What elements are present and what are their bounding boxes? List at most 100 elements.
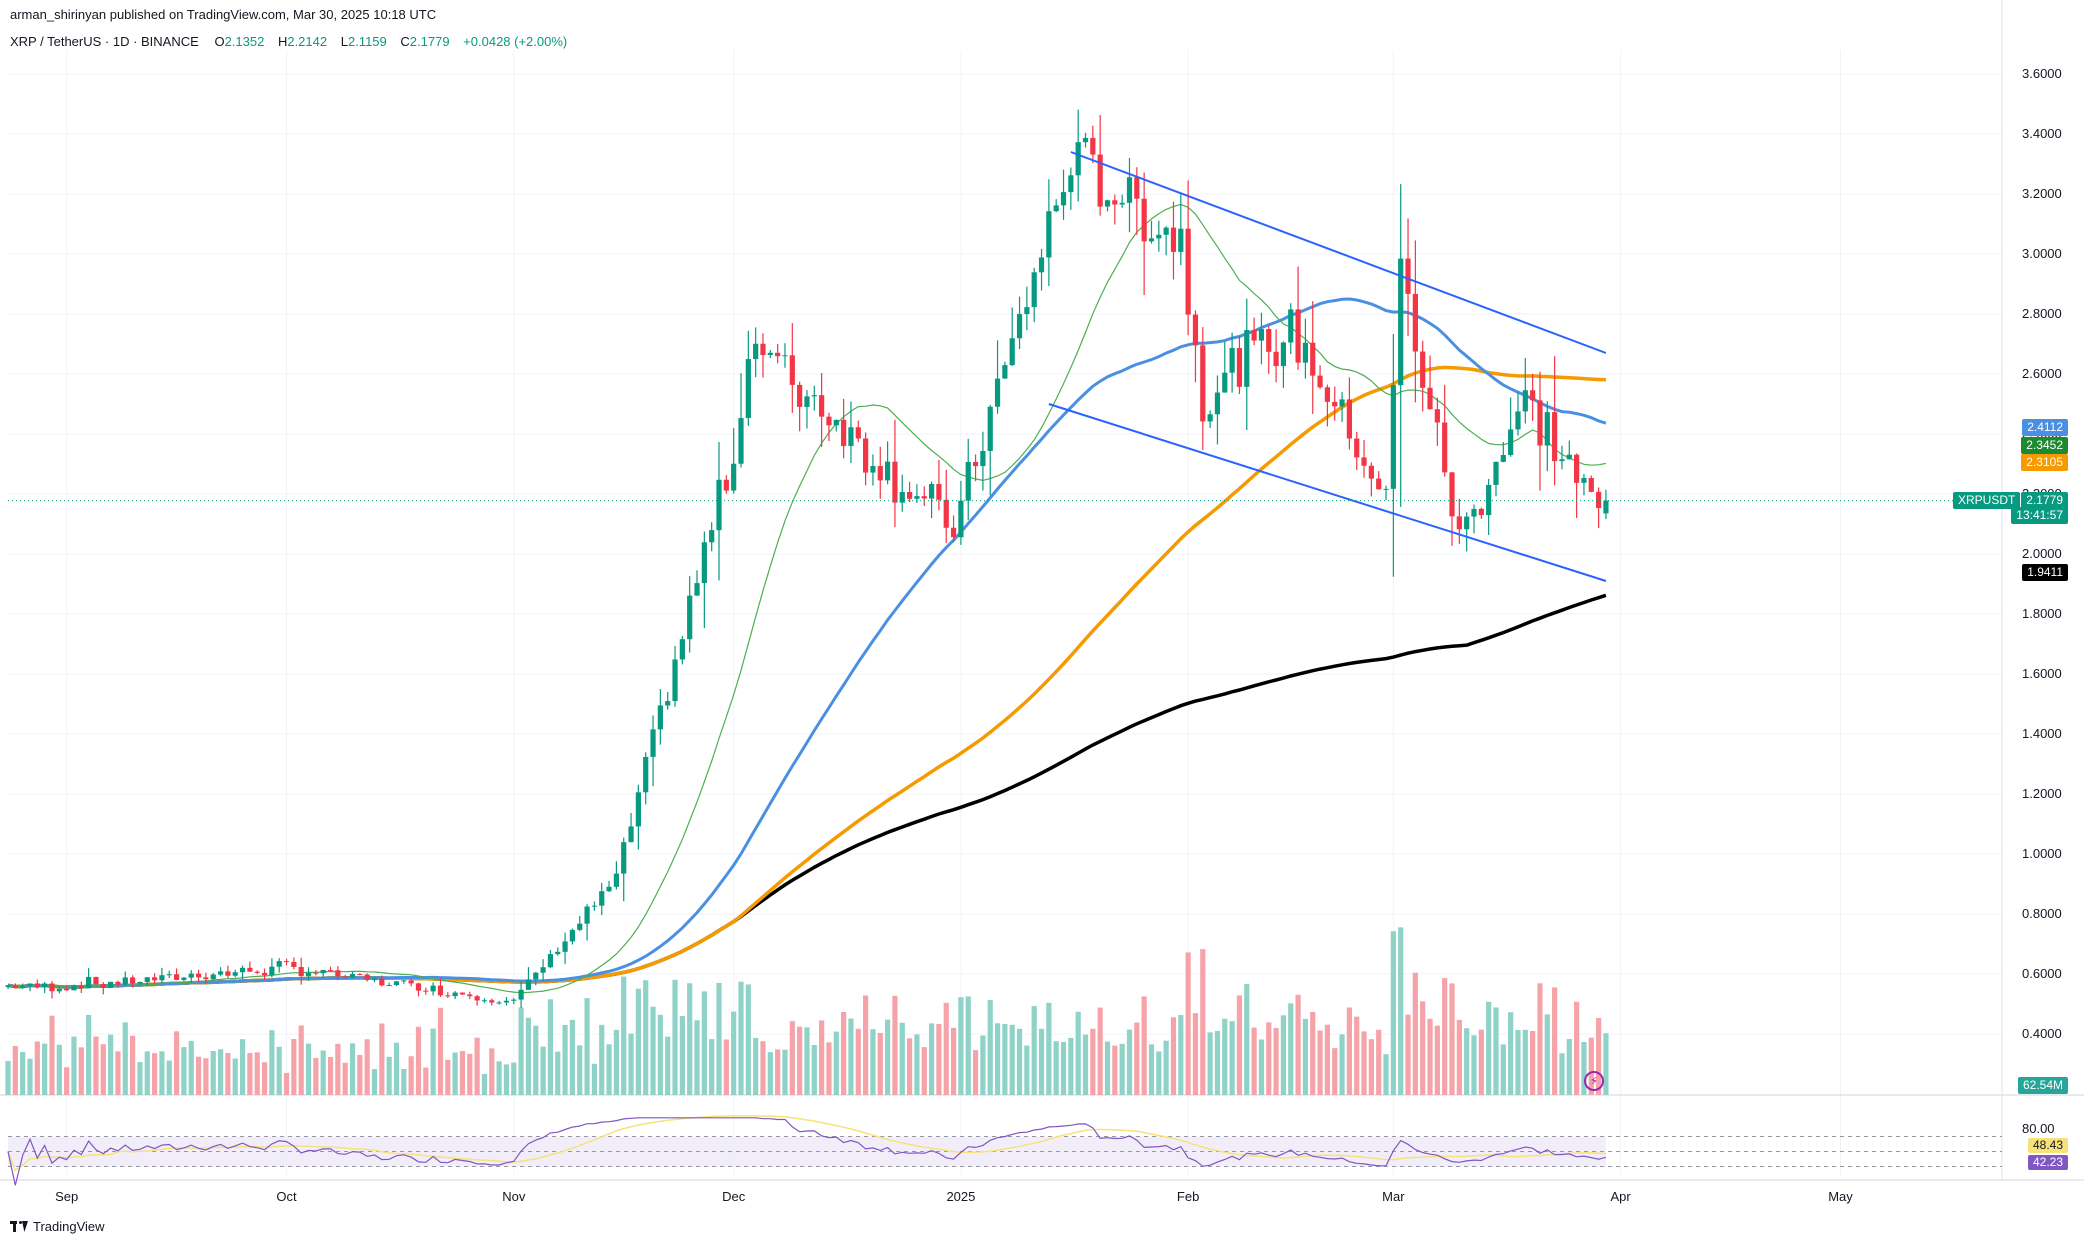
- volume-bar: [723, 1039, 729, 1095]
- volume-bar: [401, 1068, 407, 1095]
- candle-body: [1500, 455, 1506, 462]
- volume-bar: [1508, 1012, 1514, 1095]
- volume-bar: [1522, 1029, 1528, 1095]
- candle-body: [555, 951, 561, 955]
- candle-body: [518, 989, 524, 1000]
- candle-body: [401, 980, 407, 982]
- volume-bar: [64, 1067, 70, 1095]
- volume-bar: [49, 1015, 55, 1095]
- price-tick-label: 2.6000: [2022, 366, 2062, 381]
- symbol-name[interactable]: XRP / TetherUS · 1D · BINANCE: [10, 34, 199, 49]
- volume-bar: [577, 1045, 583, 1095]
- volume-bar: [1229, 1021, 1235, 1095]
- candle-body: [1119, 202, 1125, 205]
- candle-body: [1515, 411, 1521, 430]
- candle-body: [108, 981, 114, 988]
- volume-bar: [1024, 1045, 1030, 1095]
- volume-bar: [298, 1025, 304, 1095]
- candle-body: [1038, 257, 1045, 273]
- volume-bar: [511, 1062, 517, 1095]
- candle-body: [1185, 228, 1191, 315]
- candle-body: [415, 983, 422, 991]
- candle-body: [20, 985, 26, 988]
- candle-body: [86, 976, 92, 989]
- volume-bar: [188, 1040, 194, 1095]
- time-tick-label: Apr: [1610, 1189, 1631, 1204]
- candle-body: [1207, 414, 1213, 422]
- candle-body: [709, 530, 715, 543]
- publisher-line: arman_shirinyan published on TradingView…: [10, 7, 437, 22]
- price-tick-label: 2.8000: [2022, 306, 2062, 321]
- candle-body: [137, 982, 143, 984]
- candle-body: [342, 976, 348, 978]
- candle-body: [1031, 272, 1037, 308]
- volume-bar: [1288, 1003, 1294, 1095]
- volume-bar: [1104, 1041, 1111, 1095]
- ma20-line: [7, 203, 1607, 994]
- candle-body: [987, 406, 993, 451]
- volume-bar: [1383, 1054, 1389, 1095]
- volume-bar: [870, 1029, 876, 1095]
- volume-bar: [628, 1033, 634, 1095]
- candle-body: [298, 966, 304, 977]
- volume-bar: [833, 1031, 839, 1095]
- candle-body: [1354, 438, 1360, 458]
- candle-body: [474, 996, 480, 1001]
- volume-bar: [1031, 1006, 1037, 1095]
- volume-bar: [1178, 1015, 1184, 1095]
- volume-bar: [885, 1019, 891, 1095]
- volume-bar: [789, 1021, 795, 1095]
- candle-body: [1200, 345, 1206, 422]
- volume-bar: [122, 1022, 128, 1095]
- volume-bar: [1280, 1015, 1287, 1095]
- candle-body: [115, 981, 121, 985]
- volume-bar: [364, 1039, 370, 1095]
- volume-bar: [269, 1030, 275, 1095]
- tradingview-logo[interactable]: TradingView: [10, 1219, 105, 1234]
- volume-bar: [254, 1052, 260, 1095]
- candle-body: [569, 929, 576, 942]
- volume-bar: [584, 998, 590, 1095]
- volume-bar: [804, 1027, 810, 1095]
- candle-body: [591, 905, 597, 907]
- volume-bar: [1324, 1024, 1330, 1095]
- ma100-badge: 2.3105: [2021, 454, 2068, 471]
- volume-bar: [1009, 1024, 1015, 1095]
- candle-body: [906, 491, 913, 499]
- volume-bar: [423, 1067, 429, 1095]
- volume-bar: [5, 1060, 11, 1095]
- candle-body: [371, 978, 378, 981]
- volume-bar: [225, 1052, 231, 1095]
- candle-body: [606, 886, 612, 892]
- candle-body: [1317, 375, 1323, 388]
- candle-body: [1068, 175, 1074, 193]
- volume-bar: [42, 1043, 48, 1095]
- volume-bar: [1427, 1018, 1433, 1095]
- volume-bar: [555, 1051, 561, 1095]
- lightning-icon[interactable]: ⚡: [1584, 1071, 1604, 1091]
- volume-bar: [1456, 1019, 1462, 1095]
- volume-bar: [1566, 1038, 1572, 1095]
- volume-bar: [291, 1039, 297, 1095]
- time-tick-label: Sep: [55, 1189, 78, 1204]
- price-tick-label: 3.0000: [2022, 246, 2062, 261]
- candle-body: [665, 701, 671, 706]
- candle-body: [159, 975, 165, 981]
- volume-bar: [159, 1051, 165, 1095]
- volume-bar: [1493, 1007, 1499, 1095]
- price-tick-label: 1.4000: [2022, 726, 2062, 741]
- candle-body: [540, 967, 546, 973]
- candle-body: [71, 985, 77, 991]
- candle-body: [1148, 238, 1155, 242]
- volume-bar: [672, 979, 678, 1095]
- candle-body: [1104, 200, 1111, 207]
- candle-body: [877, 466, 883, 481]
- volume-bar: [811, 1044, 817, 1095]
- volume-bar: [327, 1057, 334, 1095]
- candle-body: [1009, 338, 1015, 366]
- candle-body: [1273, 351, 1279, 367]
- candle-body: [1361, 457, 1367, 466]
- candle-body: [753, 343, 759, 360]
- candle-body: [1310, 342, 1316, 376]
